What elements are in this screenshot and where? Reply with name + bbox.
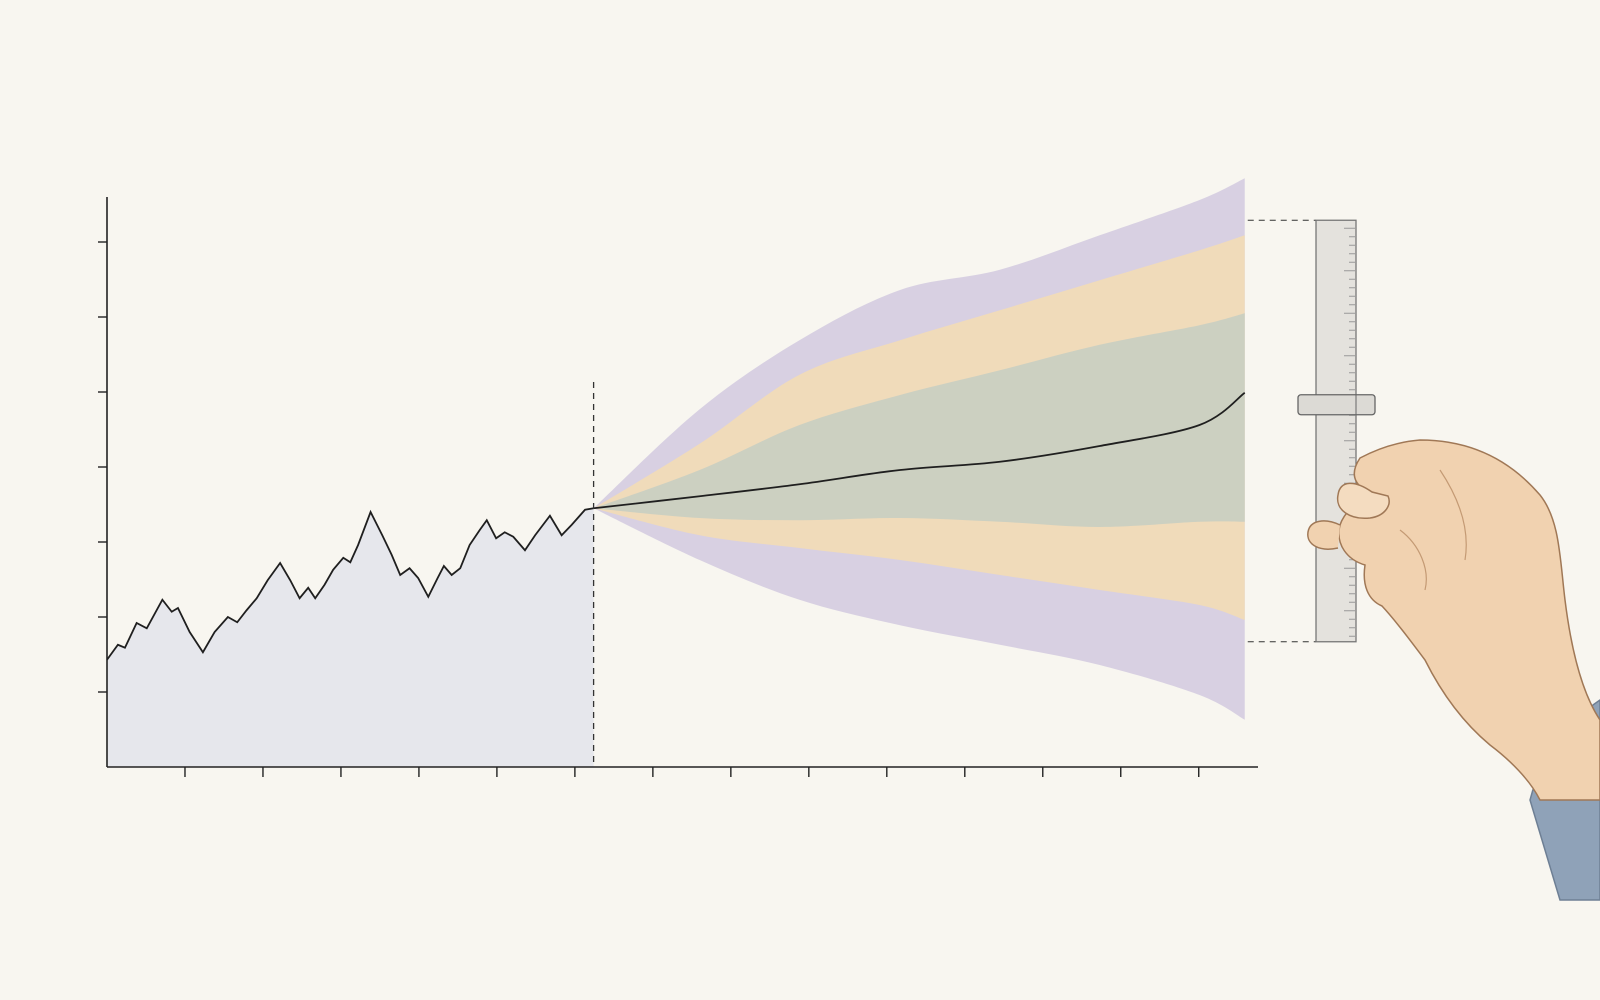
finger [1307, 520, 1341, 550]
history-area [107, 508, 594, 767]
fan-chart [98, 178, 1258, 777]
median-line [593, 392, 1246, 510]
thumb [1336, 482, 1390, 519]
hand [1307, 439, 1600, 901]
slider-handle[interactable] [1297, 394, 1376, 416]
forecast-band [593, 313, 1245, 527]
history-line [106, 507, 594, 661]
range-slider[interactable] [1247, 219, 1376, 643]
hand-crease [1399, 469, 1467, 591]
slider-track[interactable] [1315, 219, 1357, 643]
